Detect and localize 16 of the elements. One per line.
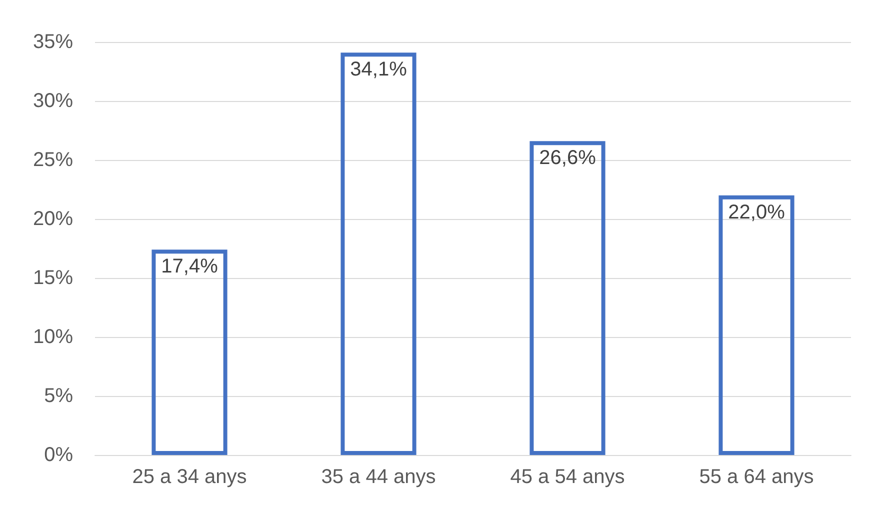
y-tick-label: 25% bbox=[32, 149, 74, 171]
y-tick-label: 10% bbox=[32, 326, 74, 348]
y-tick-label: 35% bbox=[32, 31, 74, 53]
y-tick-label: 0% bbox=[44, 444, 74, 466]
data-label: 22,0% bbox=[728, 201, 786, 224]
x-tick-label: 55 a 64 anys bbox=[699, 466, 814, 488]
y-tick-label: 30% bbox=[32, 90, 74, 112]
x-tick-label: 25 a 34 anys bbox=[132, 466, 247, 488]
y-tick-label: 5% bbox=[44, 385, 74, 407]
data-label: 17,4% bbox=[161, 256, 218, 278]
y-tick-label: 15% bbox=[32, 267, 74, 289]
x-tick-label: 45 a 54 anys bbox=[510, 466, 625, 488]
y-tick-label: 20% bbox=[32, 208, 74, 230]
x-tick-label: 35 a 44 anys bbox=[321, 466, 436, 488]
data-label: 34,1% bbox=[350, 58, 408, 81]
data-label: 26,6% bbox=[539, 147, 596, 170]
